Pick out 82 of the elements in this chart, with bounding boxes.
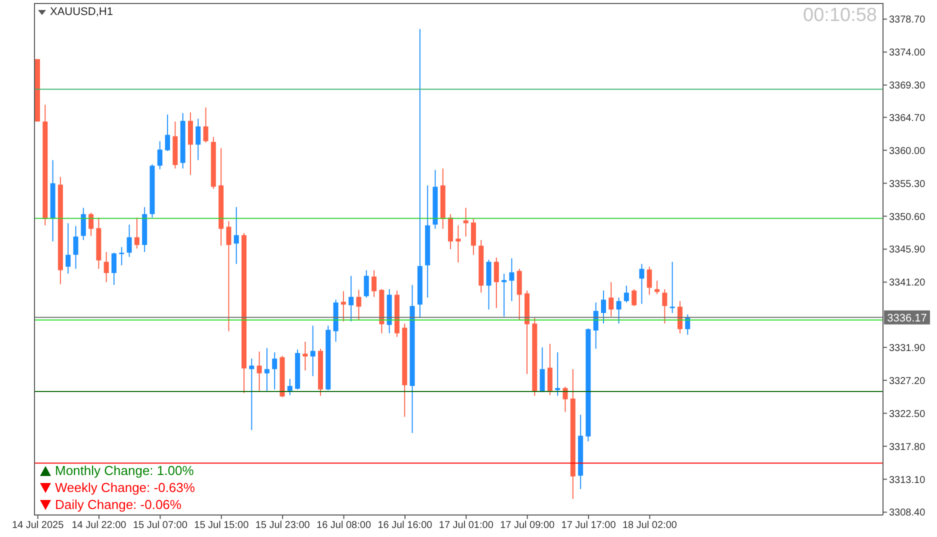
x-tick-label: 18 Jul 02:00 — [622, 520, 678, 532]
candlestick — [134, 217, 140, 249]
candlestick — [639, 263, 644, 304]
candlestick — [119, 246, 124, 266]
y-tick-label: 3364.70 — [889, 112, 926, 124]
candlestick — [157, 140, 162, 170]
x-tick-label: 17 Jul 09:00 — [500, 520, 556, 532]
candlestick — [601, 290, 606, 324]
y-tick-label: 3308.40 — [889, 508, 926, 519]
candlestick — [111, 252, 116, 286]
candlestick — [470, 218, 476, 256]
candlestick — [509, 258, 514, 302]
candlestick — [88, 212, 94, 236]
candlestick — [562, 386, 568, 412]
x-tick-label: 15 Jul 15:00 — [194, 520, 250, 532]
y-tick-label: 3322.50 — [889, 408, 926, 420]
candlestick — [126, 224, 132, 258]
candlestick — [104, 251, 109, 283]
candlestick — [540, 346, 545, 393]
y-tick-label: 3317.80 — [889, 442, 926, 453]
candlestick — [372, 270, 377, 298]
y-tick-label: 3355.30 — [889, 178, 926, 190]
y-tick-label: 3369.30 — [889, 80, 926, 92]
x-tick-label: 15 Jul 23:00 — [255, 520, 310, 532]
candlestick — [165, 114, 170, 152]
annotation: Daily Change: -0.06% — [55, 497, 182, 512]
candlestick — [256, 351, 262, 392]
candlestick — [456, 224, 461, 264]
y-tick-label: 3345.90 — [889, 244, 926, 256]
candlestick — [66, 222, 71, 274]
candlestick — [264, 348, 270, 392]
candlestick — [616, 297, 622, 324]
candlestick — [662, 288, 668, 324]
candlestick — [226, 220, 232, 332]
candlestick — [272, 352, 278, 390]
annotation: 00:10:58 — [803, 5, 877, 27]
candlestick — [494, 257, 499, 309]
annotation: Monthly Change: 1.00% — [55, 463, 194, 478]
y-tick-label: 3360.00 — [889, 146, 926, 157]
x-tick-label: 16 Jul 08:00 — [316, 520, 372, 532]
x-tick-label: 17 Jul 01:00 — [438, 520, 494, 532]
candlestick — [188, 112, 193, 176]
annotation: Weekly Change: -0.63% — [55, 480, 195, 495]
ref-line-label: 3336.17 — [887, 312, 927, 324]
candlestick — [73, 226, 78, 270]
y-tick-label: 3374.00 — [889, 48, 926, 59]
chart-title: XAUUSD,H1 — [50, 6, 113, 18]
candlestick — [486, 259, 492, 310]
candlestick — [677, 300, 682, 334]
candlestick — [348, 275, 354, 322]
candlestick — [502, 273, 507, 318]
x-tick-label: 14 Jul 22:00 — [72, 520, 127, 532]
candlestick — [302, 341, 308, 372]
candlestick — [516, 268, 522, 321]
candlestick — [287, 378, 292, 396]
candlestick — [670, 261, 675, 314]
x-tick-label: 14 Jul 2025 — [12, 520, 64, 532]
y-tick-label: 3327.20 — [889, 376, 926, 387]
candlestick — [632, 288, 637, 306]
candlestick — [608, 282, 614, 318]
y-tick-label: 3350.60 — [889, 212, 926, 223]
candlestick — [547, 343, 552, 396]
candlestick — [654, 280, 660, 295]
candlestick — [356, 289, 362, 321]
candlestick — [624, 285, 629, 303]
y-tick-label: 3331.90 — [889, 342, 926, 354]
x-tick-label: 15 Jul 07:00 — [132, 520, 188, 532]
candlestick — [249, 358, 254, 431]
candlestick — [448, 214, 454, 250]
x-tick-label: 16 Jul 16:00 — [378, 520, 433, 532]
candlestick — [234, 206, 239, 264]
candlestick — [203, 107, 208, 144]
candlestick — [646, 266, 652, 296]
x-tick-label: 17 Jul 17:00 — [561, 520, 616, 532]
y-tick-label: 3378.70 — [889, 14, 926, 26]
candlestick — [555, 352, 560, 396]
candlestick — [310, 325, 316, 377]
y-tick-label: 3341.20 — [889, 278, 926, 289]
candlestick — [80, 207, 86, 241]
candlestick — [364, 270, 369, 298]
candlestick — [196, 118, 201, 161]
y-tick-label: 3313.10 — [889, 474, 926, 486]
